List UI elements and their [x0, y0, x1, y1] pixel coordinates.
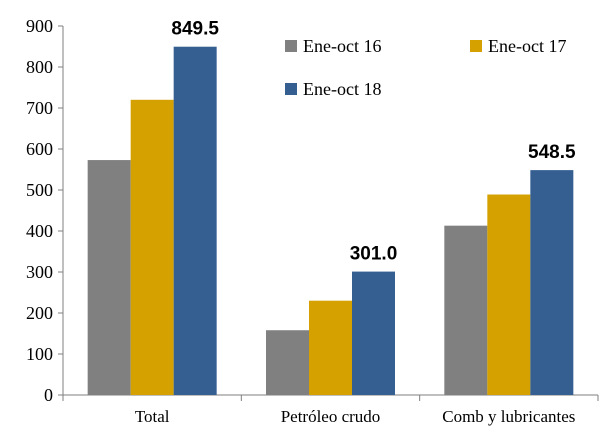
bar-ene-oct-18-1 [352, 271, 395, 395]
bar-ene-oct-17-1 [309, 300, 352, 395]
legend-label: Ene-oct 16 [303, 36, 381, 56]
data-label: 548.5 [528, 142, 576, 163]
y-tick-label: 300 [26, 262, 53, 282]
x-tick-label: Comb y lubricantes [442, 407, 575, 426]
y-tick-label: 400 [26, 221, 53, 241]
x-tick-label: Total [135, 407, 170, 426]
y-tick-label: 500 [26, 180, 53, 200]
bar-ene-oct-16-2 [444, 225, 488, 395]
legend-swatch [285, 40, 297, 52]
legend-label: Ene-oct 18 [303, 79, 381, 99]
bar-ene-oct-17-0 [130, 99, 174, 396]
bar-ene-oct-18-0 [173, 46, 217, 396]
data-label: 301.0 [350, 244, 398, 265]
y-tick-label: 700 [26, 98, 53, 118]
y-tick-label: 200 [26, 303, 53, 323]
bar-ene-oct-16-1 [266, 330, 309, 395]
y-tick-label: 800 [26, 57, 53, 77]
bar-ene-oct-18-2 [530, 170, 574, 395]
y-tick-label: 0 [44, 385, 53, 405]
bar-ene-oct-17-2 [487, 194, 531, 395]
y-tick-label: 900 [26, 16, 53, 36]
legend-swatch [285, 83, 297, 95]
y-tick-label: 600 [26, 139, 53, 159]
legend-swatch [470, 40, 482, 52]
bar-ene-oct-16-0 [87, 160, 131, 395]
data-label: 849.5 [171, 19, 219, 40]
y-tick-label: 100 [26, 344, 53, 364]
x-tick-label: Petróleo crudo [281, 407, 381, 426]
legend-label: Ene-oct 17 [488, 36, 566, 56]
